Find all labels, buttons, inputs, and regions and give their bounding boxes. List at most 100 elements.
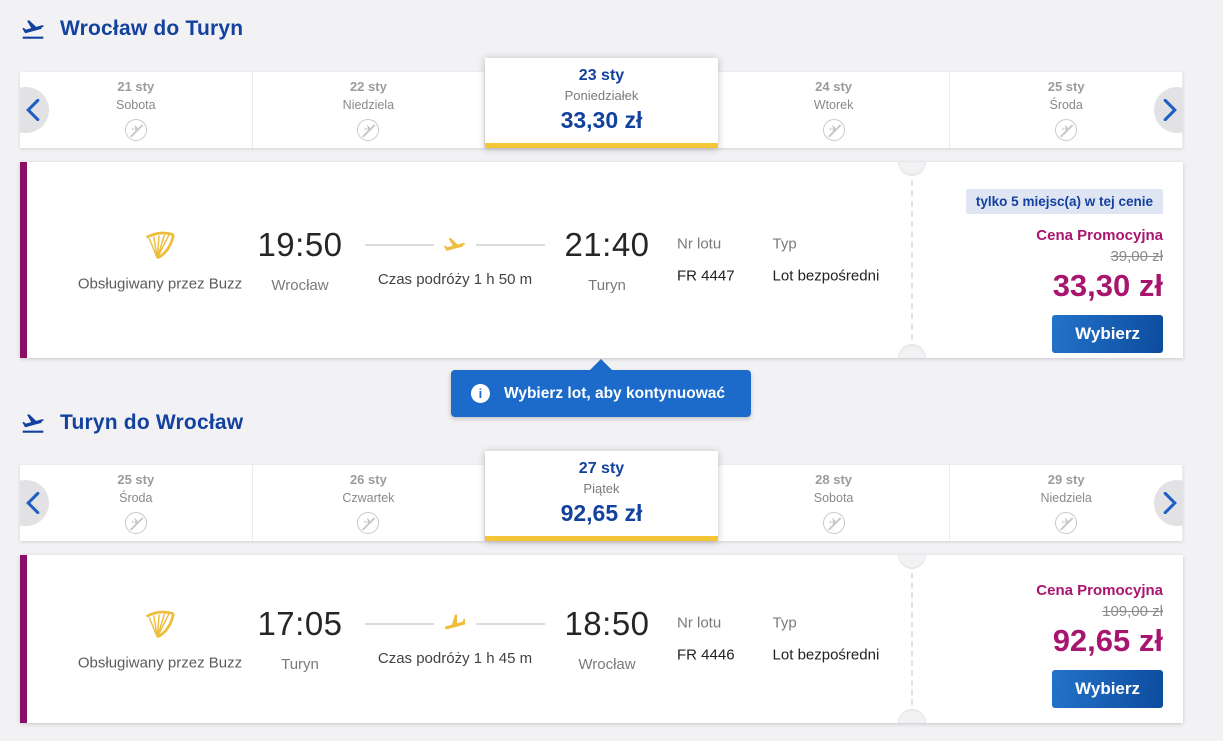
weekday-label: Sobota — [813, 491, 854, 505]
plane-right-icon — [443, 237, 466, 251]
duration-block: Czas podróży 1 h 45 m — [365, 611, 545, 667]
flight-type: Lot bezpośredni — [772, 267, 880, 285]
arrival-city: Turyn — [588, 277, 626, 294]
flight-type: Lot bezpośredni — [772, 646, 880, 664]
ticket-notch — [898, 162, 926, 176]
departure-city: Wrocław — [271, 277, 329, 294]
carousel-next-button[interactable] — [1154, 480, 1183, 526]
weekday-label: Poniedziałek — [564, 88, 639, 103]
flight-number: FR 4446 — [677, 646, 735, 664]
no-flight-icon: ✈ — [357, 512, 380, 534]
date-label: 28 sty — [815, 472, 853, 487]
info-icon: i — [470, 384, 490, 403]
flight-number-label: Nr lotu — [677, 235, 722, 253]
date-cell[interactable]: 22 sty Niedziela ✈ — [253, 72, 486, 148]
outbound-section-header: Wrocław do Turyn — [20, 16, 243, 42]
flight-details: Nr lotu FR 4447 Typ Lot bezpośredni — [677, 236, 879, 285]
chevron-right-icon — [1163, 492, 1177, 514]
date-label: 25 sty — [1047, 79, 1085, 94]
promo-label: Cena Promocyjna — [1036, 582, 1163, 599]
date-label: 25 sty — [117, 472, 155, 487]
return-flight-card: Obsługiwany przez Buzz 17:05 Turyn Czas … — [20, 555, 1183, 723]
date-label: 22 sty — [349, 79, 387, 94]
promo-label: Cena Promocyjna — [1036, 227, 1163, 244]
date-cell[interactable]: 25 sty Środa ✈ — [950, 72, 1183, 148]
date-label: 24 sty — [815, 79, 853, 94]
date-cell[interactable]: 29 sty Niedziela ✈ — [950, 465, 1183, 541]
old-price: 109,00 zł — [1102, 603, 1163, 620]
weekday-label: Środa — [1049, 98, 1083, 112]
date-cell[interactable]: 26 sty Czwartek ✈ — [253, 465, 486, 541]
outbound-flight-card: Obsługiwany przez Buzz 19:50 Wrocław Cza… — [20, 162, 1183, 358]
old-price: 39,00 zł — [1110, 248, 1163, 265]
return-date-carousel: 25 sty Środa ✈ 26 sty Czwartek ✈ 28 sty … — [20, 451, 1183, 541]
date-cell[interactable]: 25 sty Środa ✈ — [20, 465, 253, 541]
date-label: 26 sty — [349, 472, 387, 487]
operator-label: Obsługiwany przez Buzz — [77, 654, 243, 672]
date-label: 29 sty — [1047, 472, 1085, 487]
harp-logo-icon — [145, 610, 175, 639]
chevron-left-icon — [26, 99, 40, 121]
no-flight-icon: ✈ — [822, 512, 845, 534]
tooltip-text: Wybierz lot, aby kontynuować — [503, 384, 726, 402]
departure-time: 17:05 — [257, 605, 343, 642]
operator-block: Obsługiwany przez Buzz — [60, 607, 260, 672]
date-label: 23 sty — [578, 67, 625, 84]
no-flight-icon: ✈ — [124, 512, 147, 534]
chevron-right-icon — [1163, 99, 1177, 121]
weekday-label: Niedziela — [342, 98, 395, 112]
section-title: Wrocław do Turyn — [60, 17, 244, 40]
flight-number: FR 4447 — [677, 267, 735, 285]
takeoff-plane-icon — [22, 20, 44, 39]
plane-left-icon — [445, 614, 465, 630]
no-flight-icon: ✈ — [822, 119, 845, 141]
flight-type-label: Typ — [772, 235, 797, 253]
departure-time: 19:50 — [257, 226, 343, 263]
arrival-time: 21:40 — [564, 226, 650, 263]
chevron-left-icon — [26, 492, 40, 514]
harp-logo-icon — [145, 231, 175, 260]
date-label: 21 sty — [117, 79, 155, 94]
seats-left-badge: tylko 5 miejsc(a) w tej cenie — [965, 189, 1163, 214]
select-flight-button[interactable]: Wybierz — [1052, 315, 1163, 353]
date-cell[interactable]: 28 sty Sobota ✈ — [718, 465, 951, 541]
weekday-label: Piątek — [583, 481, 620, 496]
arrival-block: 18:50 Wrocław — [547, 605, 667, 673]
ticket-perforation — [911, 170, 913, 350]
ticket-notch — [898, 344, 926, 358]
weekday-label: Niedziela — [1040, 491, 1092, 505]
select-flight-button[interactable]: Wybierz — [1052, 670, 1163, 708]
departure-block: 19:50 Wrocław — [240, 226, 360, 294]
arrival-city: Wrocław — [578, 656, 636, 673]
current-price: 33,30 zł — [1052, 268, 1163, 303]
ticket-perforation — [911, 563, 913, 715]
date-label: 27 sty — [578, 460, 625, 477]
weekday-label: Środa — [119, 491, 153, 505]
weekday-label: Wtorek — [813, 98, 854, 112]
arrival-block: 21:40 Turyn — [547, 226, 667, 294]
section-title: Turyn do Wrocław — [60, 411, 244, 434]
select-flight-tooltip: i Wybierz lot, aby kontynuować — [450, 359, 752, 417]
no-flight-icon: ✈ — [1055, 119, 1078, 141]
departure-city: Turyn — [281, 656, 319, 673]
current-price: 92,65 zł — [1052, 623, 1163, 658]
duration-label: Czas podróży 1 h 45 m — [377, 650, 533, 667]
departure-block: 17:05 Turyn — [240, 605, 360, 673]
outbound-date-carousel: 21 sty Sobota ✈ 22 sty Niedziela ✈ 24 st… — [20, 58, 1183, 148]
operator-block: Obsługiwany przez Buzz — [60, 228, 260, 293]
date-cell[interactable]: 21 sty Sobota ✈ — [20, 72, 253, 148]
date-price: 33,30 zł — [560, 107, 643, 133]
date-cell-selected[interactable]: 23 sty Poniedziałek 33,30 zł — [485, 58, 718, 148]
weekday-label: Czwartek — [342, 491, 395, 505]
duration-label: Czas podróży 1 h 50 m — [377, 271, 533, 288]
date-cell[interactable]: 24 sty Wtorek ✈ — [718, 72, 951, 148]
no-flight-icon: ✈ — [124, 119, 147, 141]
flight-type-label: Typ — [772, 614, 797, 632]
duration-block: Czas podróży 1 h 50 m — [365, 232, 545, 288]
flight-details: Nr lotu FR 4446 Typ Lot bezpośredni — [677, 615, 879, 664]
ticket-notch — [898, 709, 926, 723]
date-cell-selected[interactable]: 27 sty Piątek 92,65 zł — [485, 451, 718, 541]
return-section-header: Turyn do Wrocław — [20, 410, 243, 436]
takeoff-plane-icon — [22, 414, 44, 433]
